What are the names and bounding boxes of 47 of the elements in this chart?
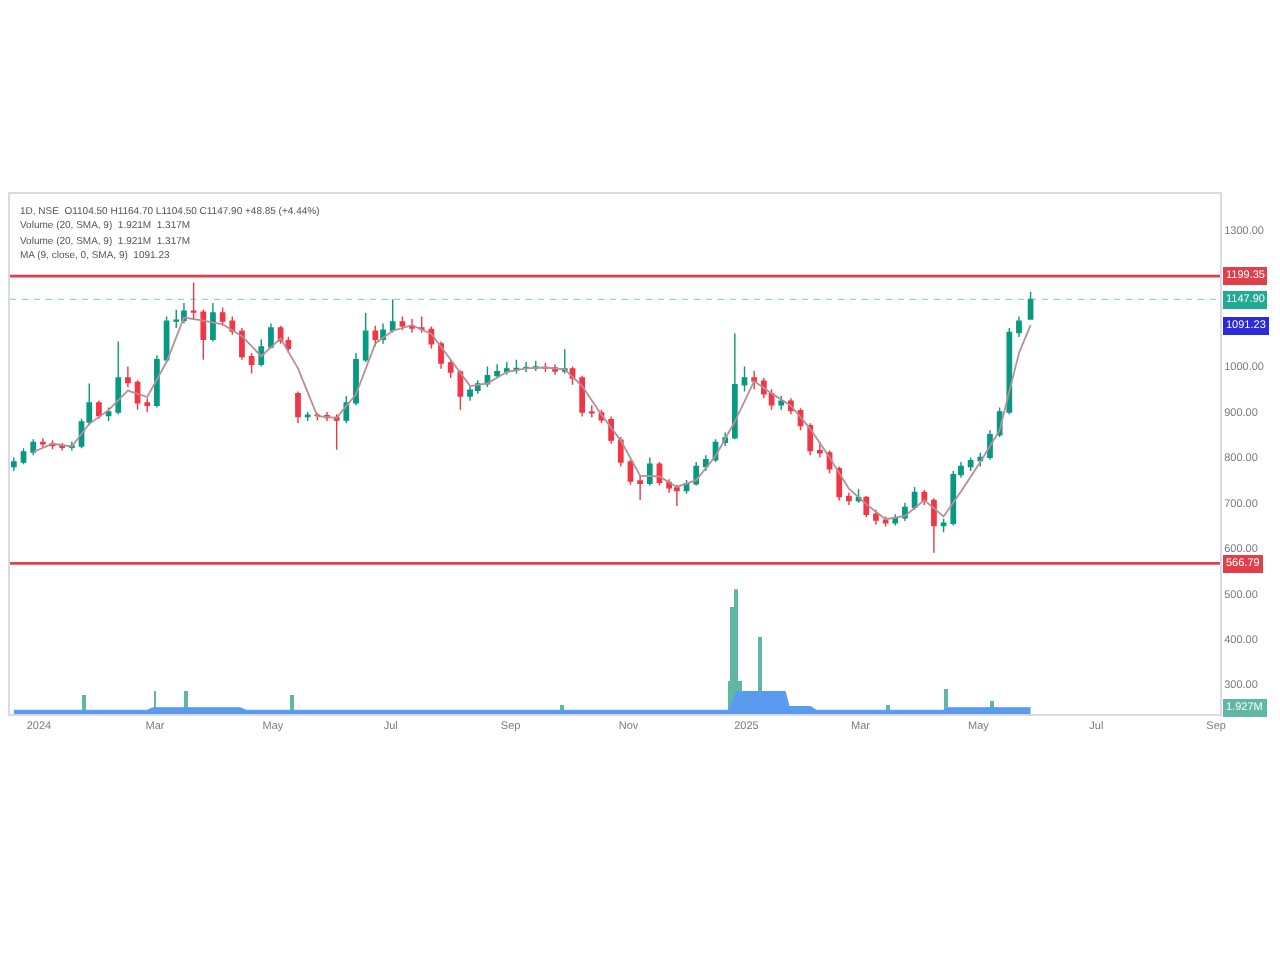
candlestick bbox=[467, 386, 473, 402]
candlestick bbox=[248, 352, 255, 375]
candlestick bbox=[353, 352, 359, 406]
candlestick bbox=[96, 399, 102, 420]
candlestick bbox=[144, 397, 151, 413]
candlestick bbox=[892, 513, 899, 527]
candlestick bbox=[362, 312, 369, 363]
candlestick bbox=[646, 456, 653, 487]
candlestick bbox=[1016, 315, 1022, 338]
candlestick bbox=[304, 411, 311, 422]
candlestick bbox=[588, 404, 595, 419]
candlestick bbox=[20, 447, 27, 465]
candlestick bbox=[817, 440, 823, 459]
candlestick bbox=[579, 374, 585, 418]
candlestick bbox=[741, 365, 748, 393]
candlestick bbox=[239, 327, 245, 361]
candlestick bbox=[40, 437, 46, 449]
candlestick bbox=[229, 315, 236, 336]
candlestick bbox=[731, 332, 738, 440]
candlestick bbox=[409, 318, 415, 334]
candlestick bbox=[637, 474, 643, 501]
candlestick bbox=[751, 370, 758, 390]
candlestick bbox=[778, 395, 785, 411]
candlestick bbox=[173, 309, 180, 329]
candlestick bbox=[617, 436, 624, 468]
candlestick bbox=[333, 413, 340, 451]
candlestick bbox=[447, 359, 454, 379]
candlestick bbox=[115, 340, 122, 415]
candlestick bbox=[154, 354, 160, 409]
candlestick bbox=[210, 302, 216, 343]
candlestick bbox=[921, 489, 928, 506]
candlestick bbox=[494, 363, 500, 379]
candlestick bbox=[11, 456, 17, 472]
candlestick bbox=[295, 390, 301, 425]
candlestick bbox=[807, 422, 814, 456]
candlestick bbox=[372, 325, 379, 347]
line-series bbox=[32, 316, 1032, 521]
candlestick bbox=[30, 438, 37, 456]
candlestick bbox=[125, 365, 131, 388]
candlestick bbox=[873, 508, 879, 526]
candlestick bbox=[931, 497, 937, 554]
candlestick bbox=[846, 492, 852, 506]
candlestick bbox=[268, 322, 274, 350]
candlestick bbox=[702, 454, 709, 472]
candlestick bbox=[950, 470, 957, 527]
candlestick bbox=[389, 298, 396, 334]
candlestick bbox=[673, 483, 680, 507]
